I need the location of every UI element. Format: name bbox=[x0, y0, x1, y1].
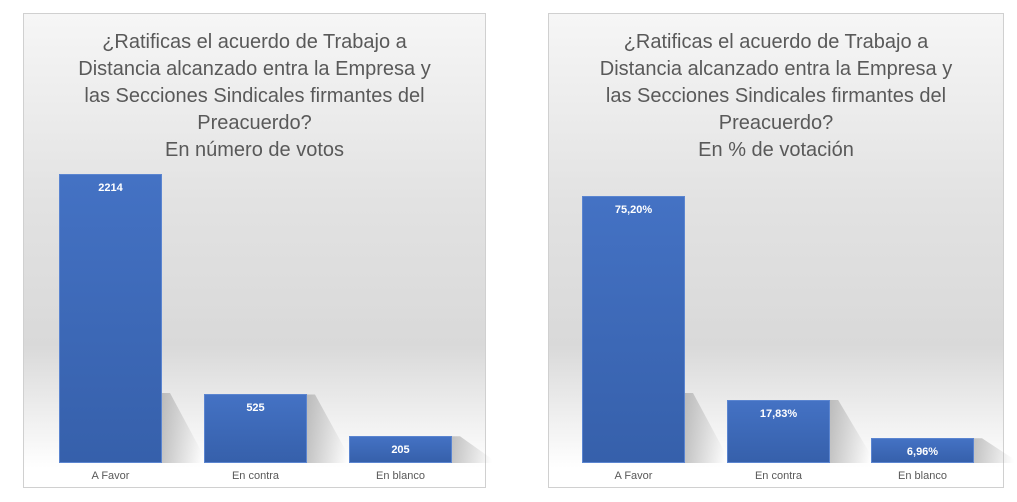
chart-title-line: Distancia alcanzado entra la Empresa y bbox=[78, 58, 431, 80]
bar-en-contra bbox=[727, 399, 830, 463]
bar-shadow bbox=[452, 436, 492, 463]
chart-title: ¿Ratificas el acuerdo de Trabajo a Distan… bbox=[24, 29, 485, 164]
chart-votes-percent: ¿Ratificas el acuerdo de Trabajo a Distan… bbox=[548, 13, 1014, 488]
chart-title-line: ¿Ratificas el acuerdo de Trabajo a bbox=[623, 31, 929, 53]
category-label: En blanco bbox=[376, 470, 425, 482]
chart-title-line: Preacuerdo? bbox=[197, 112, 312, 134]
chart-title-line: Preacuerdo? bbox=[718, 112, 834, 134]
data-label: 525 bbox=[246, 402, 265, 415]
bar-shadow bbox=[830, 399, 870, 463]
chart-title-line: En % de votación bbox=[698, 139, 854, 161]
category-label: En contra bbox=[754, 470, 803, 482]
chart-title-line: las Secciones Sindicales firmantes del bbox=[84, 85, 425, 107]
bar-a-favor bbox=[582, 196, 685, 463]
data-label: 6,96% bbox=[906, 446, 939, 459]
data-label: 205 bbox=[391, 444, 410, 457]
data-label: 17,83% bbox=[759, 407, 798, 420]
data-label: 2214 bbox=[98, 182, 123, 194]
category-label: En blanco bbox=[898, 470, 947, 482]
bar-shadow bbox=[162, 393, 202, 463]
chart-title-line: las Secciones Sindicales firmantes del bbox=[605, 85, 947, 107]
bar-shadow bbox=[974, 438, 1014, 463]
category-label: A Favor bbox=[91, 470, 130, 482]
category-label: En contra bbox=[231, 470, 280, 482]
bar-shadow bbox=[307, 394, 347, 463]
chart-title-line: En número de votos bbox=[165, 139, 344, 161]
category-label: A Favor bbox=[614, 470, 653, 482]
chart-title: ¿Ratificas el acuerdo de Trabajo a Distan… bbox=[549, 29, 1003, 164]
chart-votes-count: ¿Ratificas el acuerdo de Trabajo a Distan… bbox=[23, 13, 492, 488]
bar-shadow bbox=[685, 393, 725, 463]
data-label: 75,20% bbox=[614, 204, 653, 216]
bar-a-favor bbox=[59, 174, 162, 463]
bar-en-blanco bbox=[349, 436, 452, 463]
chart-title-line: ¿Ratificas el acuerdo de Trabajo a bbox=[102, 31, 407, 53]
chart-title-line: Distancia alcanzado entra la Empresa y bbox=[599, 58, 953, 80]
bar-en-contra bbox=[204, 394, 307, 463]
bar-en-blanco bbox=[871, 438, 974, 463]
